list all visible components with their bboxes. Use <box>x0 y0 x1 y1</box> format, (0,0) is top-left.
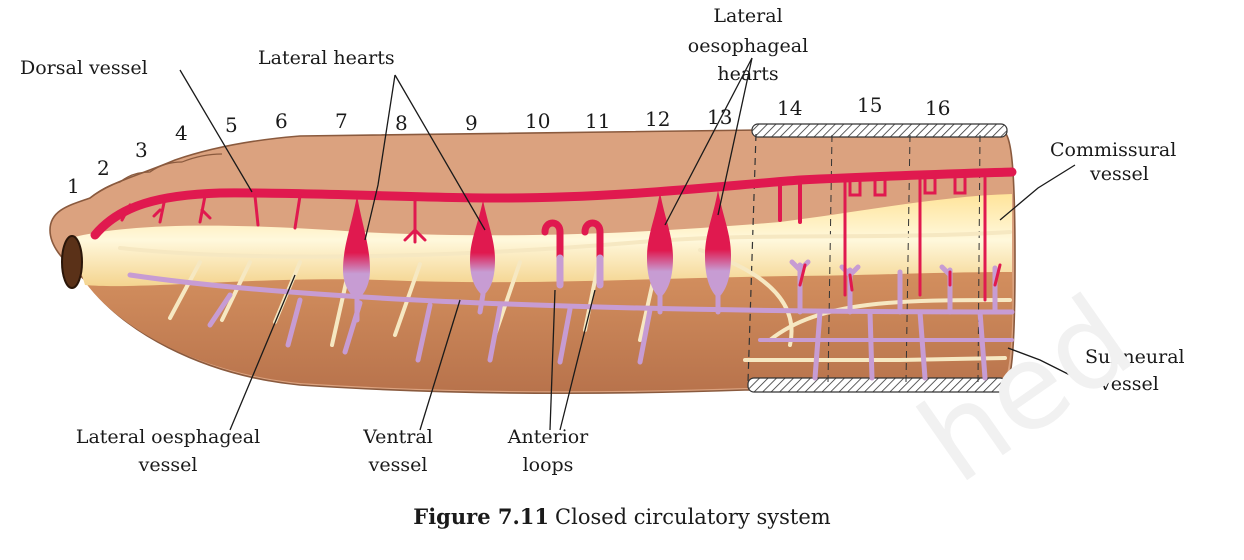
label-anterior-loops-1: Anterior <box>507 426 589 448</box>
segment-number: 14 <box>777 96 802 120</box>
ventral-branch <box>917 309 928 381</box>
leader-lines <box>179 57 1081 431</box>
ventral-branch <box>637 307 653 365</box>
label-lateral-oesphageal-vessel-2: vessel <box>138 454 198 476</box>
ventral-branch <box>285 297 303 348</box>
heart-stems <box>354 291 721 323</box>
red-tip <box>848 273 854 292</box>
label-commissural-vessel-1: Commissural <box>1050 139 1176 161</box>
anterior-loop-11 <box>581 219 604 284</box>
lateral-oesophageal-vessel <box>118 230 1012 259</box>
ventral-branch <box>487 304 503 363</box>
mouth-opening <box>61 235 83 289</box>
caption-text: Closed circulatory system <box>555 505 831 529</box>
segment-bumps <box>89 153 223 199</box>
dorsal-branch <box>152 196 167 224</box>
segment-number: 13 <box>707 105 732 129</box>
label-dorsal-vessel: Dorsal vessel <box>20 57 148 79</box>
clitellum-top <box>751 123 1008 138</box>
red-tip <box>993 263 1002 287</box>
dorsal-branch <box>198 194 212 224</box>
dorsal-branch <box>403 198 427 244</box>
dorsal-branch <box>120 203 132 222</box>
dorsal-branch <box>848 178 862 197</box>
gut-interior <box>70 194 1012 287</box>
anterior-loop-10 <box>541 219 564 284</box>
lateral-oesophageal-heart-13 <box>705 190 731 298</box>
clitellum-bottom <box>747 377 1007 393</box>
segment-number: 15 <box>857 93 882 117</box>
segment-number: 12 <box>645 107 670 131</box>
segment-number: 3 <box>135 138 148 162</box>
lateral-branch <box>220 260 252 322</box>
label-ventral-vessel-2: vessel <box>368 454 428 476</box>
segment-numbers: 1 2 3 4 5 6 7 8 9 10 11 12 13 14 15 16 <box>67 93 950 198</box>
lateral-heart-7 <box>343 195 370 300</box>
label-subneural-vessel-2: vessel <box>1099 373 1159 395</box>
clitellum-edge-left <box>747 133 757 383</box>
ventral-branch <box>977 309 988 381</box>
label-commissural-vessel-2: vessel <box>1089 163 1149 185</box>
label-lateral-oesophageal-hearts-3: hearts <box>717 63 778 85</box>
segment-number: 8 <box>395 111 408 135</box>
lateral-heart-9 <box>470 200 495 296</box>
segment-number: 1 <box>67 174 80 198</box>
lateral-hearts <box>343 190 731 300</box>
segment-number: 16 <box>925 96 950 120</box>
dorsal-branch <box>293 194 302 230</box>
ventral-branch <box>867 309 875 381</box>
label-lateral-hearts: Lateral hearts <box>258 47 395 69</box>
circulatory-diagram: 1 2 3 4 5 6 7 8 9 10 11 12 13 14 15 16 D… <box>20 5 1185 476</box>
dorsal-branch <box>253 194 260 227</box>
label-subneural-vessel-1: Subneural <box>1085 346 1185 368</box>
lateral-branch <box>743 356 1007 362</box>
anterior-loops <box>541 219 604 289</box>
dorsal-branch <box>953 176 967 195</box>
segment-number: 2 <box>97 156 110 180</box>
label-anterior-loops-2: loops <box>523 454 574 476</box>
ventral-branch <box>557 306 573 365</box>
figure-caption: Figure 7.11 Closed circulatory system <box>0 504 1244 529</box>
lateral-oesophageal-vessels <box>118 230 1012 362</box>
dorsal-branch <box>873 178 887 197</box>
ventral-branch <box>415 302 433 363</box>
red-tip <box>798 263 807 287</box>
label-lateral-oesophageal-hearts-1: Lateral <box>713 5 782 27</box>
segment-number: 11 <box>585 109 610 133</box>
segment-number: 4 <box>175 121 188 145</box>
segment-number: 5 <box>225 113 238 137</box>
lateral-vessel-curve-2 <box>768 298 1012 342</box>
label-lateral-oesphageal-vessel-1: Lateral oesphageal <box>76 426 260 448</box>
dorsal-vessels <box>90 167 1017 302</box>
dorsal-vessel <box>90 167 1017 240</box>
segment-number: 9 <box>465 111 478 135</box>
dorsal-branch <box>923 176 937 195</box>
ventral-branch <box>812 309 823 381</box>
lateral-branch <box>168 260 202 320</box>
segment-number: 7 <box>335 109 348 133</box>
diagram-labels: Dorsal vessel Lateral hearts Lateral oes… <box>20 5 1185 476</box>
segment-number: 6 <box>275 109 288 133</box>
segment-number: 10 <box>525 109 550 133</box>
ventral-branch <box>207 292 233 328</box>
figure-number: Figure 7.11 <box>413 504 550 529</box>
label-ventral-vessel-1: Ventral <box>362 426 433 448</box>
lateral-oesophageal-heart-12 <box>647 192 673 298</box>
label-lateral-oesophageal-hearts-2: oesophageal <box>688 35 808 57</box>
